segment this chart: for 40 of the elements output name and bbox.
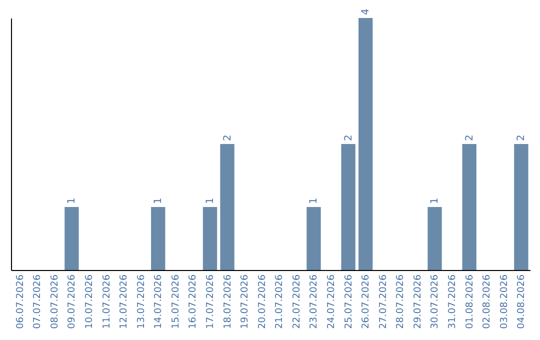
- x-tick-label: 09.07.2026: [66, 274, 78, 329]
- x-tick-label: 10.07.2026: [84, 274, 95, 329]
- x-tick-label: 18.07.2026: [222, 274, 234, 329]
- x-tick-label: 16.07.2026: [188, 274, 199, 329]
- data-label: 1: [153, 198, 164, 204]
- x-tick-label: 29.07.2026: [412, 274, 424, 329]
- x-tick-label: 26.07.2026: [360, 274, 372, 329]
- x-tick-label: 08.07.2026: [49, 274, 60, 329]
- data-label: 2: [464, 134, 476, 141]
- data-label: 2: [343, 134, 354, 141]
- x-tick-label: 23.07.2026: [308, 274, 320, 329]
- data-label: 2: [516, 134, 528, 141]
- data-label: 1: [204, 198, 216, 204]
- x-tick-label: 13.07.2026: [136, 274, 147, 329]
- x-tick-label: 21.07.2026: [274, 274, 286, 329]
- x-tick-label: 17.07.2026: [204, 274, 216, 329]
- data-label: 4: [360, 8, 372, 15]
- x-tick-label: 11.07.2026: [101, 274, 112, 329]
- x-tick-label: 15.07.2026: [170, 274, 182, 329]
- data-label: 1: [308, 198, 320, 204]
- x-tick-label: 30.07.2026: [430, 274, 441, 329]
- x-tick-label: 07.07.2026: [32, 274, 44, 329]
- data-label: 1: [66, 198, 78, 204]
- data-label: 1: [430, 198, 441, 204]
- x-tick-label: 22.07.2026: [291, 274, 302, 329]
- x-tick-label: 20.07.2026: [256, 274, 268, 329]
- x-tick-label: 24.07.2026: [326, 274, 338, 329]
- x-tick-label: 06.07.2026: [14, 274, 26, 329]
- x-tick-label: 03.08.2026: [498, 274, 510, 329]
- x-tick-label: 02.08.2026: [482, 274, 493, 329]
- x-tick-label: 31.07.2026: [447, 274, 458, 329]
- x-tick-label: 01.08.2026: [464, 274, 476, 329]
- x-tick-label: 12.07.2026: [118, 274, 130, 329]
- x-tick-label: 25.07.2026: [343, 274, 354, 329]
- x-tick-label: 19.07.2026: [240, 274, 251, 329]
- data-label: 2: [222, 134, 234, 141]
- x-tick-label: 28.07.2026: [395, 274, 406, 329]
- x-tick-label: 27.07.2026: [378, 274, 389, 329]
- x-tick-label: 14.07.2026: [153, 274, 164, 329]
- x-tick-label: 04.08.2026: [516, 274, 528, 329]
